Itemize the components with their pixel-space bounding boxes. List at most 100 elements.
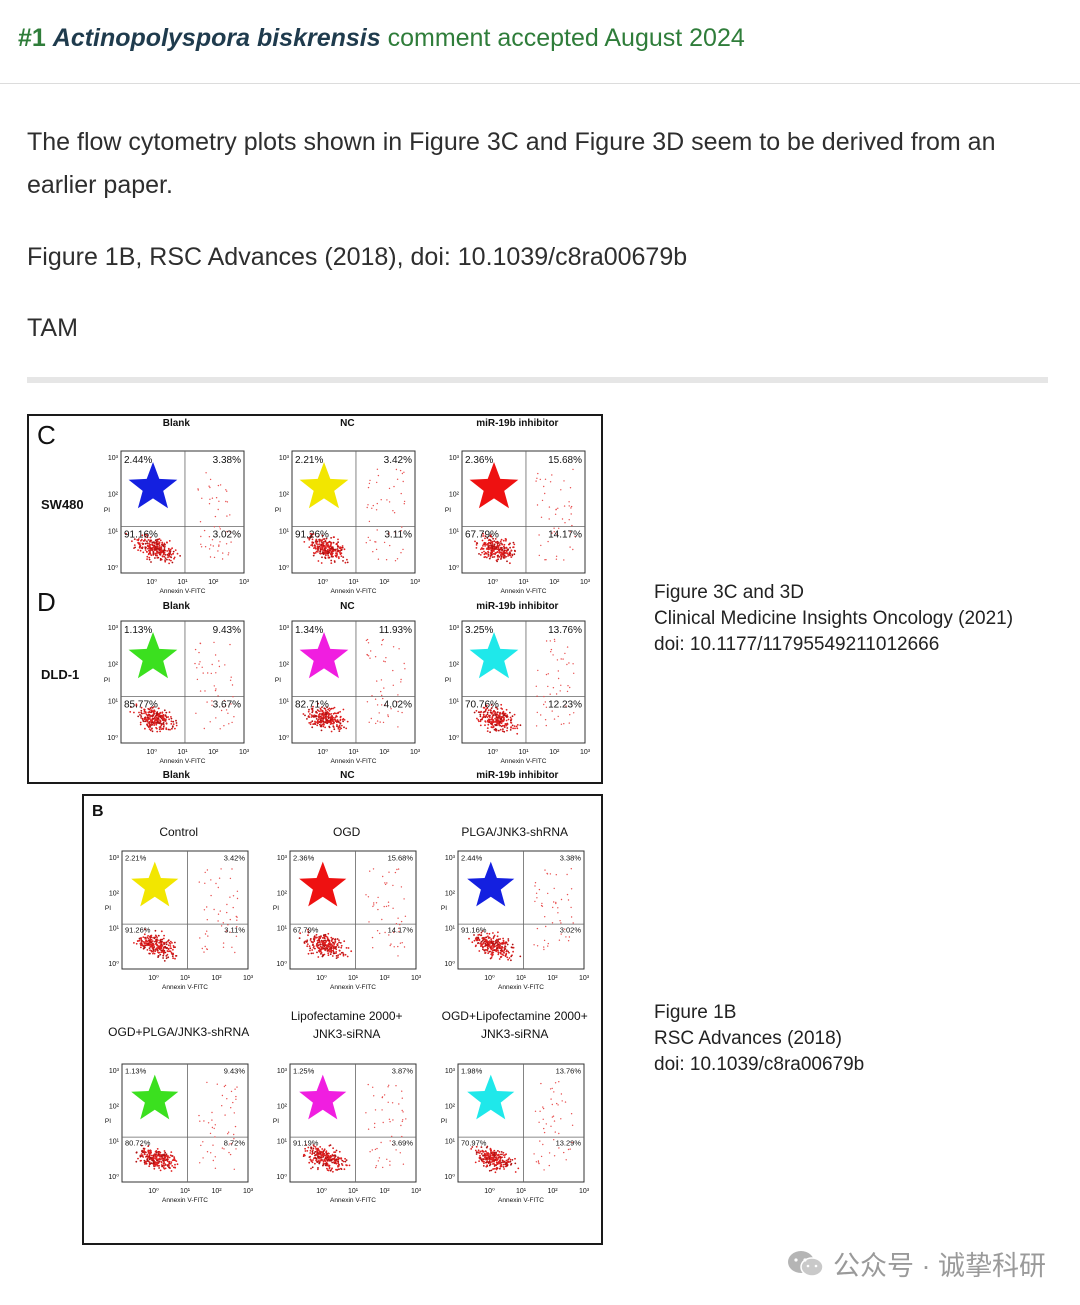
x-tick-label: 10⁰ [146, 748, 157, 756]
quadrant-label-lr: 8.72% [224, 1139, 246, 1148]
y-tick-label: 10³ [109, 1068, 120, 1075]
x-tick-label: 10⁰ [148, 1187, 159, 1195]
quadrant-label-ll: 91.16% [124, 530, 158, 541]
x-tick-label: 10² [547, 1188, 558, 1195]
comment-status: comment accepted August 2024 [387, 24, 745, 52]
quadrant-label-ll: 70.97% [461, 1139, 487, 1148]
flow-plot: 2.36% 15.68% 67.79% 14.17% 10⁰ 10⁰ 10¹ 10¹ 10² 10… [273, 850, 422, 991]
event-dots [473, 638, 575, 735]
quadrant-label-lr: 3.02% [560, 926, 582, 935]
quadrant-label-ur: 15.68% [388, 854, 414, 863]
x-axis-label: Annexin V-FITC [498, 984, 544, 991]
event-dots [303, 468, 406, 564]
figure-1b-image: B Control 2.21% 3.42% 91.26% 3.11% 10⁰ 10⁰ 10¹ 10… [92, 803, 590, 1204]
quadrant-label-ul: 2.21% [125, 854, 147, 863]
y-tick-label: 10³ [277, 1068, 288, 1075]
x-tick-label: 10² [549, 579, 560, 586]
y-tick-label: 10¹ [449, 698, 460, 705]
quadrant-label-ul: 2.44% [124, 455, 152, 466]
star-marker [299, 632, 349, 679]
column-title: miR-19b inhibitor [476, 601, 558, 612]
x-tick-label: 10² [379, 1188, 390, 1195]
caption-line: doi: 10.1177/11795549211012666 [654, 634, 940, 655]
caption-line: doi: 10.1039/c8ra00679b [654, 1054, 865, 1075]
y-tick-label: 10¹ [109, 1139, 120, 1146]
plot-title: OGD [333, 825, 361, 839]
y-tick-label: 10¹ [277, 1139, 288, 1146]
y-tick-label: 10² [108, 662, 119, 669]
y-axis-label: PI [445, 507, 451, 514]
flow-plot: 1.34% 11.93% 82.71% 4.02% 10⁰ 10⁰ 10¹ 10¹ 10² 10²… [275, 620, 421, 765]
y-tick-label: 10¹ [449, 528, 460, 535]
x-tick-label: 10¹ [518, 579, 529, 586]
event-dots [468, 868, 574, 962]
quadrant-label-ll: 91.16% [461, 926, 487, 935]
y-tick-label: 10² [279, 662, 290, 669]
y-tick-label: 10² [109, 1103, 120, 1110]
y-axis-label: PI [273, 1118, 279, 1125]
quadrant-label-ur: 13.76% [556, 1067, 582, 1076]
y-tick-label: 10³ [449, 455, 460, 462]
quadrant-label-ll: 70.76% [465, 700, 499, 711]
quadrant-label-ur: 9.43% [224, 1067, 246, 1076]
x-axis-label: Annexin V-FITC [162, 1197, 208, 1204]
x-tick-label: 10⁰ [487, 748, 498, 756]
species-name[interactable]: Actinopolyspora biskrensis [52, 24, 381, 52]
quadrant-label-ur: 13.76% [548, 625, 582, 636]
quadrant-label-ul: 1.13% [124, 625, 152, 636]
plot-title: JNK3-siRNA [313, 1027, 380, 1041]
x-tick-label: 10² [379, 975, 390, 982]
x-tick-label: 10¹ [516, 975, 527, 982]
y-axis-label: PI [441, 1118, 447, 1125]
x-tick-label: 10³ [243, 975, 254, 982]
section-divider [27, 377, 1048, 383]
plot-frame [289, 850, 417, 970]
y-tick-label: 10³ [445, 1068, 456, 1075]
plot-frame [291, 620, 416, 744]
y-axis-label: PI [104, 677, 110, 684]
event-dots [302, 1083, 407, 1173]
x-axis-label: Annexin V-FITC [501, 588, 547, 595]
comment-signature: TAM [27, 314, 78, 342]
quadrant-label-ul: 2.21% [295, 455, 323, 466]
event-dots [470, 1081, 574, 1174]
x-tick-label: 10⁰ [484, 974, 495, 982]
column-title: NC [340, 601, 354, 612]
plot-frame [120, 620, 245, 744]
x-tick-label: 10⁰ [148, 974, 159, 982]
caption-line: Figure 1B [654, 1002, 737, 1023]
plot-frame [457, 1063, 585, 1183]
y-tick-label: 10³ [109, 855, 120, 862]
event-dots [474, 468, 576, 565]
y-tick-label: 10¹ [108, 698, 119, 705]
event-dots [129, 641, 235, 733]
quadrant-label-lr: 3.67% [213, 700, 241, 711]
plot-title: Lipofectamine 2000+ [291, 1009, 403, 1023]
x-tick-label: 10¹ [348, 1188, 359, 1195]
quadrant-label-ur: 3.38% [560, 854, 582, 863]
y-tick-label: 10² [108, 492, 119, 499]
y-tick-label: 10³ [279, 625, 290, 632]
x-tick-label: 10¹ [348, 579, 359, 586]
y-tick-label: 10⁰ [444, 1173, 455, 1181]
y-axis-label: PI [445, 677, 451, 684]
plot-frame [121, 850, 249, 970]
x-tick-label: 10¹ [518, 749, 529, 756]
star-marker [299, 1074, 347, 1120]
wechat-icon [787, 1249, 825, 1286]
comment-number[interactable]: #1 [18, 24, 46, 52]
row-label: DLD-1 [41, 667, 79, 682]
quadrant-label-lr: 14.17% [548, 530, 582, 541]
y-tick-label: 10⁰ [108, 960, 119, 968]
star-marker [131, 861, 179, 907]
flow-plot: 1.98% 13.76% 70.97% 13.29% 10⁰ 10⁰ 10¹ 10¹ 10² 10… [441, 1063, 590, 1204]
y-tick-label: 10⁰ [276, 1173, 287, 1181]
event-dots [135, 1081, 238, 1172]
quadrant-label-ul: 2.36% [465, 455, 493, 466]
flow-plot: 2.36% 15.68% 67.79% 14.17% 10⁰ 10⁰ 10¹ 10¹ 10² 10… [445, 450, 591, 595]
quadrant-label-ul: 1.13% [125, 1067, 147, 1076]
plot-frame [461, 620, 586, 744]
x-tick-label: 10³ [411, 975, 422, 982]
x-axis-label: Annexin V-FITC [330, 984, 376, 991]
flow-plot: 1.13% 9.43% 80.72% 8.72% 10⁰ 10⁰ 10¹ 10¹ 10² 10² 1… [105, 1063, 254, 1204]
